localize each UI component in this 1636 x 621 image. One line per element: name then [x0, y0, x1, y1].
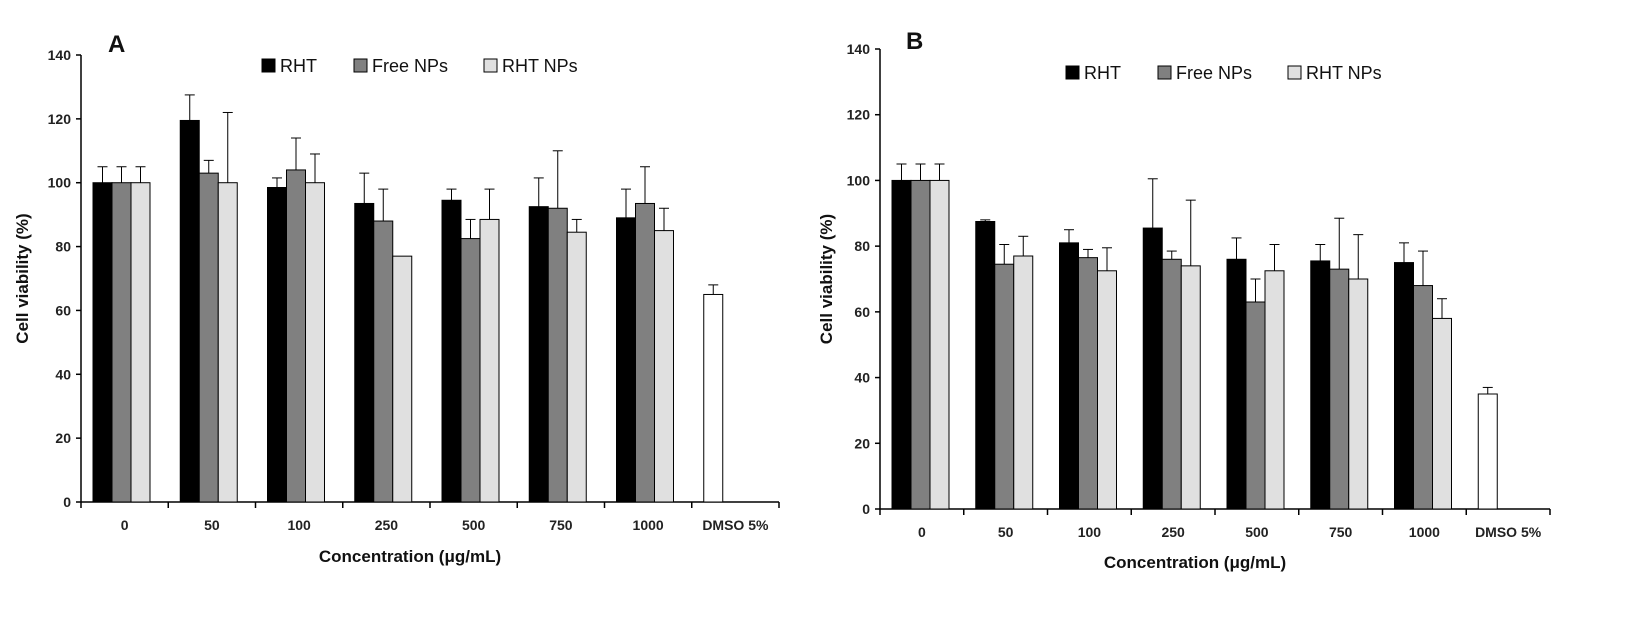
legend-label: RHT [280, 56, 317, 76]
x-tick-label: 750 [549, 517, 573, 533]
bar-rht-nps [392, 255, 413, 503]
x-tick-label: 1000 [1409, 524, 1440, 540]
bar-free-nps [1078, 257, 1098, 510]
bar-rht [891, 179, 912, 510]
x-tick-label: DMSO 5% [1475, 524, 1542, 540]
bar-free-nps [994, 263, 1015, 510]
bar-free-nps [1161, 258, 1182, 510]
legend-label: Free NPs [372, 56, 448, 76]
bar-rht-nps [479, 218, 500, 503]
legend-swatch [353, 58, 368, 73]
bar-free-nps [635, 202, 655, 503]
bar-dmso-5- [703, 293, 724, 503]
bar-free-nps [1245, 301, 1266, 510]
y-tick-label: 120 [847, 107, 871, 123]
x-tick-label: 250 [1161, 524, 1185, 540]
bar-rht-nps [654, 230, 674, 503]
x-tick-label: 750 [1329, 524, 1353, 540]
legend-swatch [1287, 65, 1302, 80]
x-tick-label: 50 [998, 524, 1014, 540]
bar-rht [1394, 262, 1414, 510]
bar-free-nps [286, 169, 306, 503]
y-tick-label: 40 [55, 366, 71, 382]
bar-rht [267, 187, 287, 503]
bar-rht [1059, 242, 1079, 510]
y-tick-label: 60 [55, 302, 71, 318]
bar-rht [179, 119, 200, 503]
bar-free-nps [111, 182, 132, 503]
y-tick-label: 60 [854, 304, 870, 320]
bar-rht [616, 217, 636, 503]
panel-label: B [906, 28, 923, 55]
x-tick-label: 100 [1078, 524, 1102, 540]
y-tick-label: 140 [48, 47, 72, 63]
y-tick-label: 80 [854, 238, 870, 254]
panel-label: A [108, 31, 125, 58]
bar-rht-nps [1348, 278, 1369, 510]
bar-rht-nps [130, 182, 151, 503]
x-tick-label: 50 [204, 517, 220, 533]
y-tick-label: 20 [854, 435, 870, 451]
y-tick-label: 120 [48, 111, 72, 127]
legend-label: RHT NPs [502, 56, 578, 76]
legend-swatch [261, 58, 276, 73]
x-tick-label: DMSO 5% [702, 517, 769, 533]
bar-rht [975, 221, 996, 510]
y-tick-label: 100 [48, 175, 72, 191]
x-tick-label: 0 [121, 517, 129, 533]
x-tick-label: 0 [918, 524, 926, 540]
y-tick-label: 40 [854, 370, 870, 386]
x-axis-title: Concentration (μg/mL) [1104, 553, 1286, 572]
legend-label: RHT NPs [1306, 63, 1382, 83]
legend-label: Free NPs [1176, 63, 1252, 83]
bar-rht-nps [1432, 317, 1452, 510]
bar-free-nps [373, 220, 394, 503]
bar-free-nps [460, 238, 481, 503]
bar-rht-nps [217, 182, 238, 503]
x-tick-label: 500 [1245, 524, 1269, 540]
bar-rht-nps [305, 182, 325, 503]
bar-rht [92, 182, 113, 503]
bar-free-nps [1413, 285, 1433, 510]
y-tick-label: 0 [862, 501, 870, 517]
bar-rht-nps [1097, 270, 1117, 510]
bar-dmso-5- [1477, 393, 1498, 510]
x-tick-label: 100 [287, 517, 311, 533]
y-axis-title: Cell viability (%) [13, 213, 32, 343]
bar-rht [1226, 258, 1247, 510]
y-axis-title: Cell viability (%) [817, 214, 836, 344]
bar-rht [1142, 227, 1163, 510]
bar-rht [354, 202, 375, 503]
bar-free-nps [910, 179, 931, 510]
legend-label: RHT [1084, 63, 1121, 83]
bar-free-nps [1329, 268, 1350, 510]
x-tick-label: 1000 [633, 517, 664, 533]
legend-swatch [1157, 65, 1172, 80]
bar-free-nps [198, 172, 219, 503]
x-axis-title: Concentration (μg/mL) [319, 547, 501, 566]
x-tick-label: 250 [375, 517, 399, 533]
bar-rht-nps [929, 179, 950, 510]
bar-rht-nps [1013, 255, 1034, 510]
chart-panel-b: 0 20 40 60 80 100 120 140 0 50 100 250 500 750 1000 DMS… [817, 28, 1551, 572]
y-tick-label: 100 [847, 172, 871, 188]
legend-swatch [483, 58, 498, 73]
bar-rht [1310, 260, 1331, 510]
bar-rht-nps [1264, 270, 1285, 510]
legend-swatch [1065, 65, 1080, 80]
y-tick-label: 140 [847, 41, 871, 57]
bar-rht [528, 206, 549, 503]
chart-panel-a: 0 20 40 60 80 100 120 140 0 50 100 250 500 750 1000 DMS… [13, 31, 780, 566]
bar-rht [441, 199, 462, 503]
y-tick-label: 0 [63, 494, 71, 510]
x-tick-label: 500 [462, 517, 486, 533]
bar-rht-nps [1180, 265, 1201, 510]
bar-rht-nps [566, 231, 587, 503]
y-tick-label: 80 [55, 239, 71, 255]
bar-free-nps [547, 207, 568, 503]
y-tick-label: 20 [55, 430, 71, 446]
